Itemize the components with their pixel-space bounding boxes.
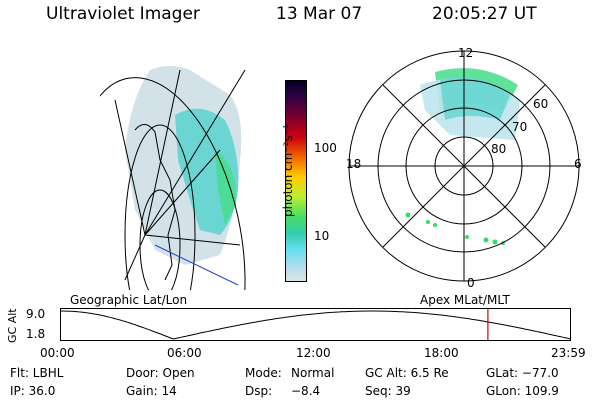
- seq-readout: Seq: 39: [365, 384, 411, 398]
- mlt-label-0: 0: [467, 276, 475, 290]
- hour-label-0600: 06:00: [167, 346, 202, 360]
- apex-panel-label: Apex MLat/MLT: [420, 293, 510, 307]
- timeline-plot: [60, 308, 572, 341]
- polar-grid: [348, 50, 580, 282]
- polar-aurora: [405, 68, 520, 245]
- ip-readout: IP: 36.0: [10, 384, 56, 398]
- door-readout: Door: Open: [126, 366, 195, 380]
- geo-blue-line: [154, 244, 239, 286]
- orbit-altitude-curve: [61, 310, 572, 340]
- colorbar: [285, 80, 307, 282]
- timeline-ymin: 1.8: [26, 327, 46, 341]
- dsp-label: Dsp:: [245, 384, 273, 398]
- hour-label-1800: 18:00: [424, 346, 459, 360]
- polar-plot: [348, 50, 580, 282]
- hour-label-2359: 23:59: [551, 346, 586, 360]
- glat-readout: GLat: −77.0: [486, 366, 559, 380]
- mode-label: Mode:: [245, 366, 282, 380]
- gain-readout: Gain: 14: [126, 384, 177, 398]
- mlt-label-18: 18: [346, 157, 362, 171]
- mlat-label-70: 70: [512, 120, 528, 134]
- colorbar-label: photon cm⁻²s⁻¹: [281, 124, 295, 217]
- timeline-ymax: 9.0: [26, 307, 46, 321]
- filter-readout: Flt: LBHL: [10, 366, 64, 380]
- colorbar-tick-10: 10: [314, 229, 330, 243]
- timeline-ylabel: GC Alt: [6, 308, 19, 344]
- glon-readout: GLon: 109.9: [486, 384, 559, 398]
- mlt-label-12: 12: [458, 46, 474, 60]
- geographic-panel-label: Geographic Lat/Lon: [70, 293, 188, 307]
- colorbar-tick-100: 100: [314, 141, 337, 155]
- instrument-title: Ultraviolet Imager: [46, 4, 200, 24]
- date-label: 13 Mar 07: [276, 4, 363, 24]
- gc-alt-readout: GC Alt: 6.5 Re: [365, 366, 449, 380]
- timeline-frame: [60, 308, 571, 341]
- hour-label-0000: 00:00: [40, 346, 75, 360]
- geographic-map: [100, 66, 246, 290]
- geo-grid: [100, 69, 246, 290]
- dsp-value: −8.4: [291, 384, 321, 398]
- mode-value: Normal: [291, 366, 335, 380]
- mlat-label-80: 80: [491, 142, 507, 156]
- time-label: 20:05:27 UT: [432, 4, 537, 24]
- geo-coastline: [134, 124, 176, 281]
- mlat-label-60: 60: [533, 97, 549, 111]
- mlt-label-6: 6: [574, 157, 582, 171]
- hour-label-1200: 12:00: [296, 346, 331, 360]
- geo-aurora-green: [215, 150, 237, 225]
